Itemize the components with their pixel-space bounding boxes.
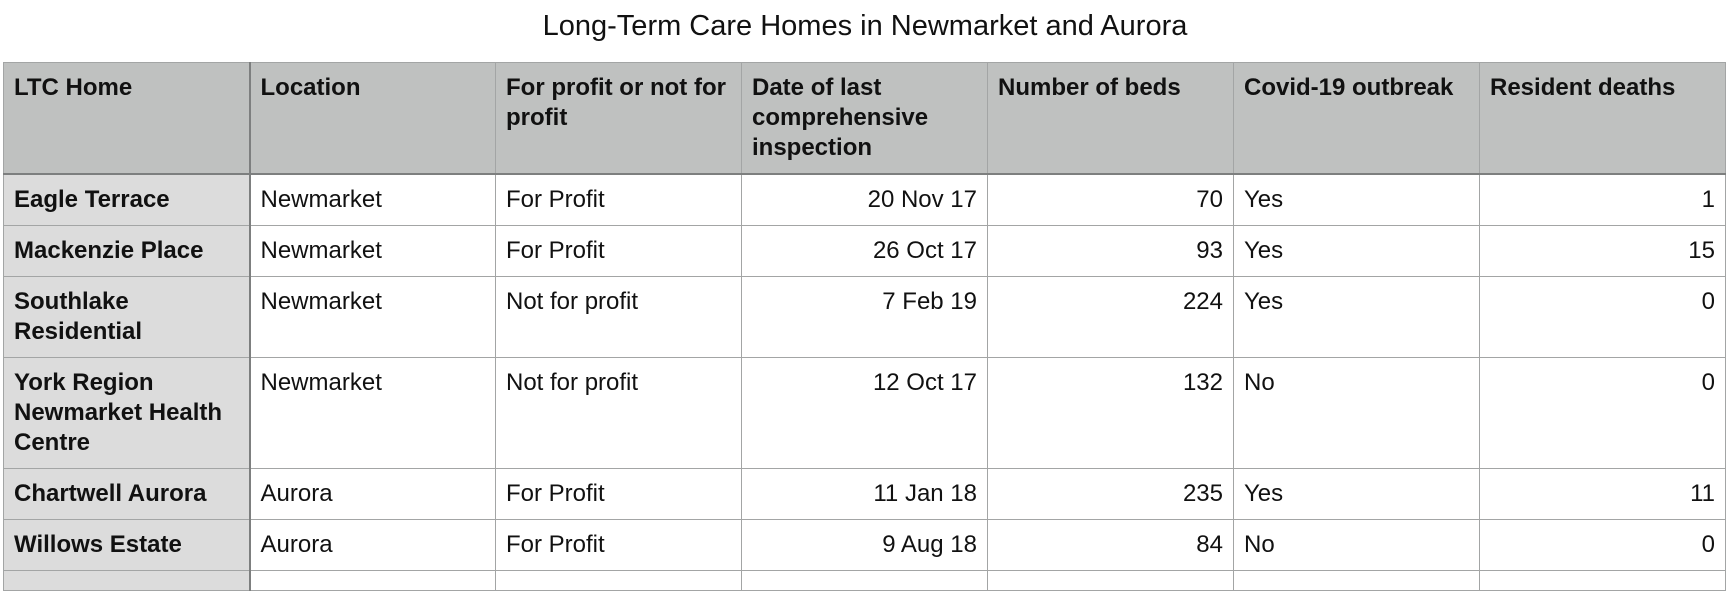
location-cell[interactable]: Newmarket — [249, 225, 496, 277]
empty-cell — [249, 570, 496, 591]
table-row: Mackenzie Place Newmarket For Profit 26 … — [3, 225, 1726, 277]
column-header-resident-deaths[interactable]: Resident deaths — [1479, 62, 1726, 175]
ltc-home-cell[interactable]: Willows Estate — [3, 519, 251, 571]
column-header-number-of-beds[interactable]: Number of beds — [987, 62, 1234, 175]
ltc-home-cell[interactable]: Eagle Terrace — [3, 173, 251, 226]
empty-cell — [495, 570, 742, 591]
table-row: York Region Newmarket Health Centre Newm… — [3, 357, 1726, 469]
deaths-cell[interactable]: 0 — [1479, 519, 1726, 571]
location-cell[interactable]: Newmarket — [249, 173, 496, 226]
location-cell[interactable]: Aurora — [249, 468, 496, 520]
empty-cell — [1479, 570, 1726, 591]
ltc-home-cell[interactable]: Southlake Residential — [3, 276, 251, 358]
table-row: Willows Estate Aurora For Profit 9 Aug 1… — [3, 519, 1726, 571]
column-header-covid-outbreak[interactable]: Covid-19 outbreak — [1233, 62, 1480, 175]
profit-status-cell[interactable]: Not for profit — [495, 357, 742, 469]
column-header-inspection-date[interactable]: Date of last comprehensive inspection — [741, 62, 988, 175]
column-header-ltc-home[interactable]: LTC Home — [3, 62, 251, 175]
outbreak-cell[interactable]: Yes — [1233, 276, 1480, 358]
inspection-date-cell[interactable]: 26 Oct 17 — [741, 225, 988, 277]
location-cell[interactable]: Aurora — [249, 519, 496, 571]
profit-status-cell[interactable]: For Profit — [495, 519, 742, 571]
beds-cell[interactable]: 93 — [987, 225, 1234, 277]
empty-cell — [3, 570, 251, 591]
outbreak-cell[interactable]: Yes — [1233, 468, 1480, 520]
table-row: Southlake Residential Newmarket Not for … — [3, 276, 1726, 358]
profit-status-cell[interactable]: For Profit — [495, 225, 742, 277]
location-cell[interactable]: Newmarket — [249, 357, 496, 469]
inspection-date-cell[interactable]: 12 Oct 17 — [741, 357, 988, 469]
outbreak-cell[interactable]: No — [1233, 357, 1480, 469]
deaths-cell[interactable]: 1 — [1479, 173, 1726, 226]
ltc-home-cell[interactable]: Chartwell Aurora — [3, 468, 251, 520]
outbreak-cell[interactable]: No — [1233, 519, 1480, 571]
ltc-home-cell[interactable]: York Region Newmarket Health Centre — [3, 357, 251, 469]
empty-cell — [1233, 570, 1480, 591]
profit-status-cell[interactable]: For Profit — [495, 468, 742, 520]
profit-status-cell[interactable]: For Profit — [495, 173, 742, 226]
profit-status-cell[interactable]: Not for profit — [495, 276, 742, 358]
empty-cell — [741, 570, 988, 591]
column-header-profit-status[interactable]: For profit or not for profit — [495, 62, 742, 175]
column-header-location[interactable]: Location — [249, 62, 496, 175]
outbreak-cell[interactable]: Yes — [1233, 225, 1480, 277]
outbreak-cell[interactable]: Yes — [1233, 173, 1480, 226]
beds-cell[interactable]: 84 — [987, 519, 1234, 571]
beds-cell[interactable]: 70 — [987, 173, 1234, 226]
inspection-date-cell[interactable]: 7 Feb 19 — [741, 276, 988, 358]
inspection-date-cell[interactable]: 9 Aug 18 — [741, 519, 988, 571]
deaths-cell[interactable]: 0 — [1479, 276, 1726, 358]
deaths-cell[interactable]: 0 — [1479, 357, 1726, 469]
ltc-homes-table: LTC Home Location For profit or not for … — [3, 62, 1726, 591]
page-title: Long-Term Care Homes in Newmarket and Au… — [542, 10, 1188, 42]
inspection-date-cell[interactable]: 20 Nov 17 — [741, 173, 988, 226]
table-row: Chartwell Aurora Aurora For Profit 11 Ja… — [3, 468, 1726, 520]
table-header-row: LTC Home Location For profit or not for … — [3, 62, 1726, 175]
location-cell[interactable]: Newmarket — [249, 276, 496, 358]
beds-cell[interactable]: 132 — [987, 357, 1234, 469]
table-row: Eagle Terrace Newmarket For Profit 20 No… — [3, 173, 1726, 226]
deaths-cell[interactable]: 15 — [1479, 225, 1726, 277]
inspection-date-cell[interactable]: 11 Jan 18 — [741, 468, 988, 520]
deaths-cell[interactable]: 11 — [1479, 468, 1726, 520]
ltc-home-cell[interactable]: Mackenzie Place — [3, 225, 251, 277]
table-row-cut-off — [3, 570, 1726, 591]
beds-cell[interactable]: 224 — [987, 276, 1234, 358]
beds-cell[interactable]: 235 — [987, 468, 1234, 520]
empty-cell — [987, 570, 1234, 591]
